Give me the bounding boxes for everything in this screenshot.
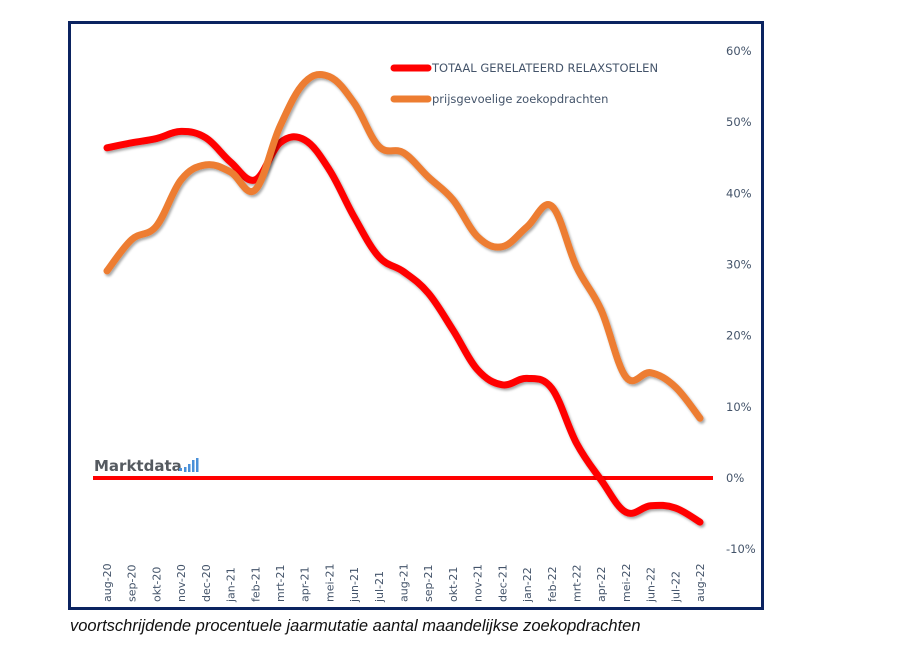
brand-text: Marktdata: [94, 457, 182, 475]
y-axis: 60% 50% 40% 30% 20% 10% 0% -10%: [726, 44, 756, 556]
x-tick-label: jun-22: [645, 567, 658, 603]
x-tick-label: apr-22: [595, 566, 608, 602]
x-tick-label: feb-21: [249, 566, 262, 602]
x-tick-label: sep-20: [126, 565, 139, 602]
brand-bar: [196, 458, 199, 472]
series-group: [103, 70, 704, 526]
x-tick-label: nov-20: [175, 564, 188, 602]
brand-bar: [184, 467, 187, 472]
x-tick-label: dec-21: [496, 564, 509, 602]
bar-chart-icon: [179, 458, 199, 472]
x-tick-label: jan-22: [521, 567, 534, 603]
brand-bar: [188, 464, 191, 472]
x-tick-label: jul-22: [669, 571, 682, 603]
x-tick-label: jun-21: [348, 567, 361, 603]
brand-bar: [192, 460, 195, 472]
y-tick-label: 40%: [726, 186, 752, 200]
y-tick-label: -10%: [726, 542, 756, 556]
x-tick-label: apr-21: [299, 566, 312, 602]
brand-logo: Marktdata: [94, 457, 199, 475]
x-tick-label: feb-22: [546, 566, 559, 602]
x-tick-label: aug-20: [101, 563, 114, 602]
chart-caption: voortschrijdende procentuele jaarmutatie…: [70, 617, 641, 635]
x-tick-label: dec-20: [200, 564, 213, 602]
series-line-totaal-relaxstoelen: [103, 127, 704, 526]
chart-frame: [68, 21, 764, 610]
y-tick-label: 10%: [726, 400, 752, 414]
x-tick-label: mei-22: [620, 563, 633, 602]
x-tick-label: jan-21: [225, 567, 238, 603]
x-tick-label: aug-21: [398, 563, 411, 602]
x-tick-label: okt-20: [150, 567, 163, 602]
y-tick-label: 0%: [726, 471, 744, 485]
x-tick-label: okt-21: [447, 567, 460, 602]
series-line-prijsgevoelige-zoekopdrachten: [103, 70, 704, 422]
x-tick-label: jul-21: [373, 571, 386, 603]
x-tick-label: mrt-21: [274, 564, 287, 602]
x-tick-label: nov-21: [472, 564, 485, 602]
x-tick-label: aug-22: [694, 563, 707, 602]
brand-dot: [179, 468, 182, 471]
x-axis: aug-20 sep-20 okt-20 nov-20 dec-20 jan-21 feb-…: [101, 563, 707, 603]
x-tick-label: mrt-22: [570, 564, 583, 602]
x-tick-label: mei-21: [323, 563, 336, 602]
legend: TOTAAL GERELATEERD RELAXSTOELEN prijsgevo…: [390, 61, 658, 106]
y-tick-label: 20%: [726, 329, 752, 343]
y-tick-label: 50%: [726, 115, 752, 129]
legend-label: TOTAAL GERELATEERD RELAXSTOELEN: [431, 61, 658, 75]
y-tick-label: 30%: [726, 258, 752, 272]
legend-label: prijsgevoelige zoekopdrachten: [432, 92, 608, 106]
y-tick-label: 60%: [726, 44, 752, 58]
x-tick-label: sep-21: [422, 565, 435, 602]
